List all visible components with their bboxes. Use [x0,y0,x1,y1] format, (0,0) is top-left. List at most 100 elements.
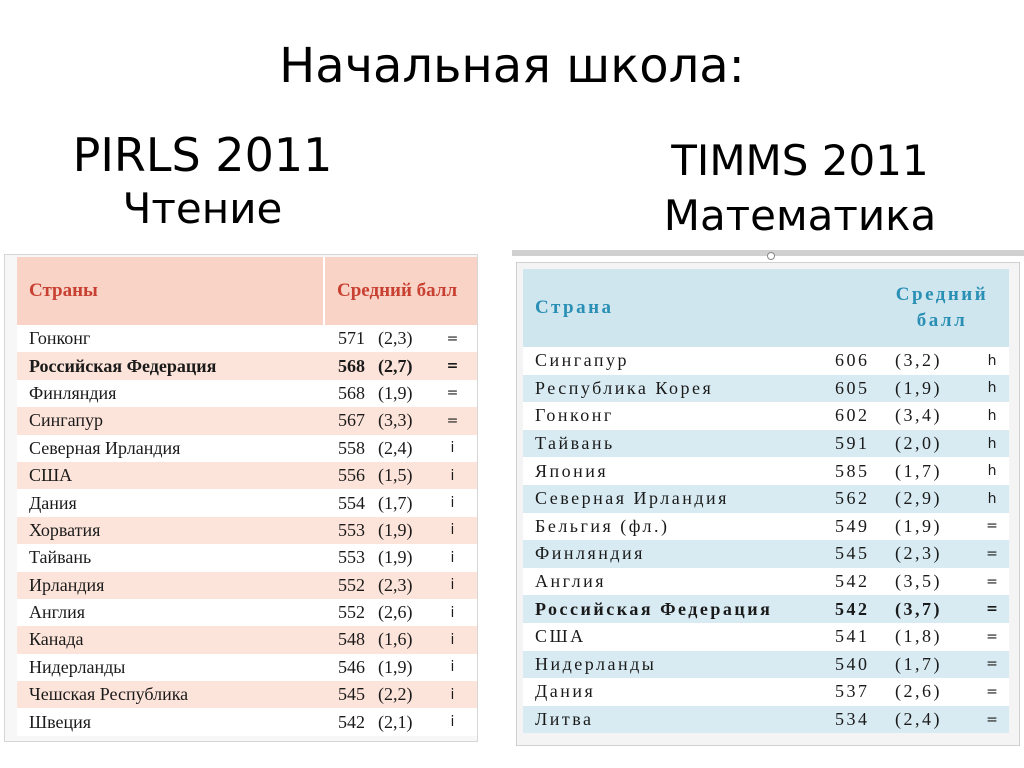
country-cell: Швеция [17,708,324,736]
table-row: США 556 (1,5) i [17,461,477,490]
score-cell: 605 [835,374,895,403]
country-cell: Литва [523,705,835,734]
se-cell: (3,4) [895,402,975,430]
table-row: США 541 (1,8) = [523,622,1009,651]
country-cell: Северная Ирландия [17,434,324,462]
table-row: Англия 542 (3,5) = [523,567,1009,596]
score-cell: 558 [324,434,368,462]
pirls-subject: Чтение [122,184,283,233]
country-cell: Финляндия [523,540,835,568]
se-cell: (1,8) [895,622,975,651]
score-cell: 552 [324,598,368,627]
score-cell: 542 [835,595,895,623]
se-cell: (2,6) [895,678,975,706]
significance-mark: i [426,516,477,545]
table-row: Швеция 542 (2,1) i [17,708,477,736]
slide-title: Начальная школа: [279,38,745,94]
timms-header-row: Страна Средний балл [523,269,1009,347]
score-cell: 554 [324,489,368,517]
country-cell: Нидерланды [523,650,835,679]
score-cell: 534 [835,705,895,734]
se-cell: (1,9) [368,516,426,545]
significance-mark: i [426,571,477,599]
se-cell: (2,4) [895,705,975,734]
significance-mark: = [975,705,1009,734]
table-row: Япония 585 (1,7) h [523,457,1009,485]
score-cell: 542 [324,708,368,736]
timms-title: TIMMS 2011 [671,136,929,185]
significance-mark: = [975,567,1009,596]
se-cell: (2,6) [368,598,426,627]
pirls-header-row: Страны Средний балл [17,257,477,325]
significance-mark: i [426,434,477,462]
country-cell: Российская Федерация [523,595,835,623]
se-cell: (1,7) [895,457,975,485]
significance-mark: h [975,347,1009,375]
score-cell: 549 [835,512,895,541]
se-cell: (1,9) [368,379,426,408]
pirls-table: Страны Средний балл Гонконг 571 (2,3) = Росс… [17,257,477,736]
pirls-header-score: Средний балл [323,257,477,325]
se-cell: (1,9) [368,544,426,572]
score-cell: 568 [324,379,368,408]
table-row: Нидерланды 540 (1,7) = [523,650,1009,679]
significance-mark: i [426,461,477,490]
table-row: Гонконг 602 (3,4) h [523,402,1009,430]
score-cell: 541 [835,622,895,651]
score-cell: 553 [324,516,368,545]
significance-mark: = [426,379,477,408]
pirls-table-body: Гонконг 571 (2,3) = Российская Федерация 568(… [17,325,477,736]
score-cell: 552 [324,571,368,599]
se-cell: (1,5) [368,461,426,490]
score-cell: 556 [324,461,368,490]
country-cell: Российская Федерация [17,352,324,380]
table-row: Канада 548 (1,6) i [17,626,477,654]
country-cell: Республика Корея [523,374,835,403]
significance-mark: i [426,708,477,736]
score-cell: 571 [324,325,368,353]
table-row: Северная Ирландия 562 (2,9) h [523,484,1009,513]
significance-mark: = [426,407,477,435]
pirls-header-country: Страны [17,257,324,325]
country-cell: Ирландия [17,571,324,599]
table-row: Дания 554 (1,7) i [17,489,477,517]
score-cell: 545 [324,681,368,709]
significance-mark: h [975,374,1009,403]
se-cell: (3,2) [895,347,975,375]
significance-mark: i [426,598,477,627]
score-cell: 548 [324,626,368,654]
country-cell: Сингапур [523,347,835,375]
se-cell: (1,9) [895,512,975,541]
country-cell: Гонконг [523,402,835,430]
score-cell: 540 [835,650,895,679]
score-cell: 562 [835,484,895,513]
se-cell: (1,9) [368,653,426,682]
significance-mark: i [426,489,477,517]
timms-subject: Математика [663,191,937,240]
pirls-title: PIRLS 2011 [72,128,333,182]
country-cell: Тайвань [523,429,835,458]
country-cell: Чешская Республика [17,681,324,709]
country-cell: США [17,461,324,490]
table-row: Чешская Республика 545 (2,2) i [17,681,477,709]
table-row: Англия 552 (2,6) i [17,598,477,627]
se-cell: (2,3) [895,540,975,568]
significance-mark: h [975,457,1009,485]
table-row: Тайвань 553 (1,9) i [17,544,477,572]
score-cell: 602 [835,402,895,430]
se-cell: (3,3) [368,407,426,435]
timms-header-score: Средний балл [835,269,1009,347]
timms-table: Страна Средний балл Сингапур 606 (3,2) h Рес… [523,269,1009,734]
significance-mark: = [975,650,1009,679]
se-cell: (2,1) [368,708,426,736]
pirls-table-frame: Страны Средний балл Гонконг 571 (2,3) = Росс… [4,254,478,742]
country-cell: Англия [523,567,835,596]
se-cell: (2,0) [895,429,975,458]
se-cell: (2,3) [368,571,426,599]
se-cell: (2,4) [368,434,426,462]
country-cell: Тайвань [17,544,324,572]
significance-mark: = [975,678,1009,706]
se-cell: (1,7) [895,650,975,679]
score-cell: 567 [324,407,368,435]
table-row: Финляндия 568 (1,9) = [17,379,477,408]
